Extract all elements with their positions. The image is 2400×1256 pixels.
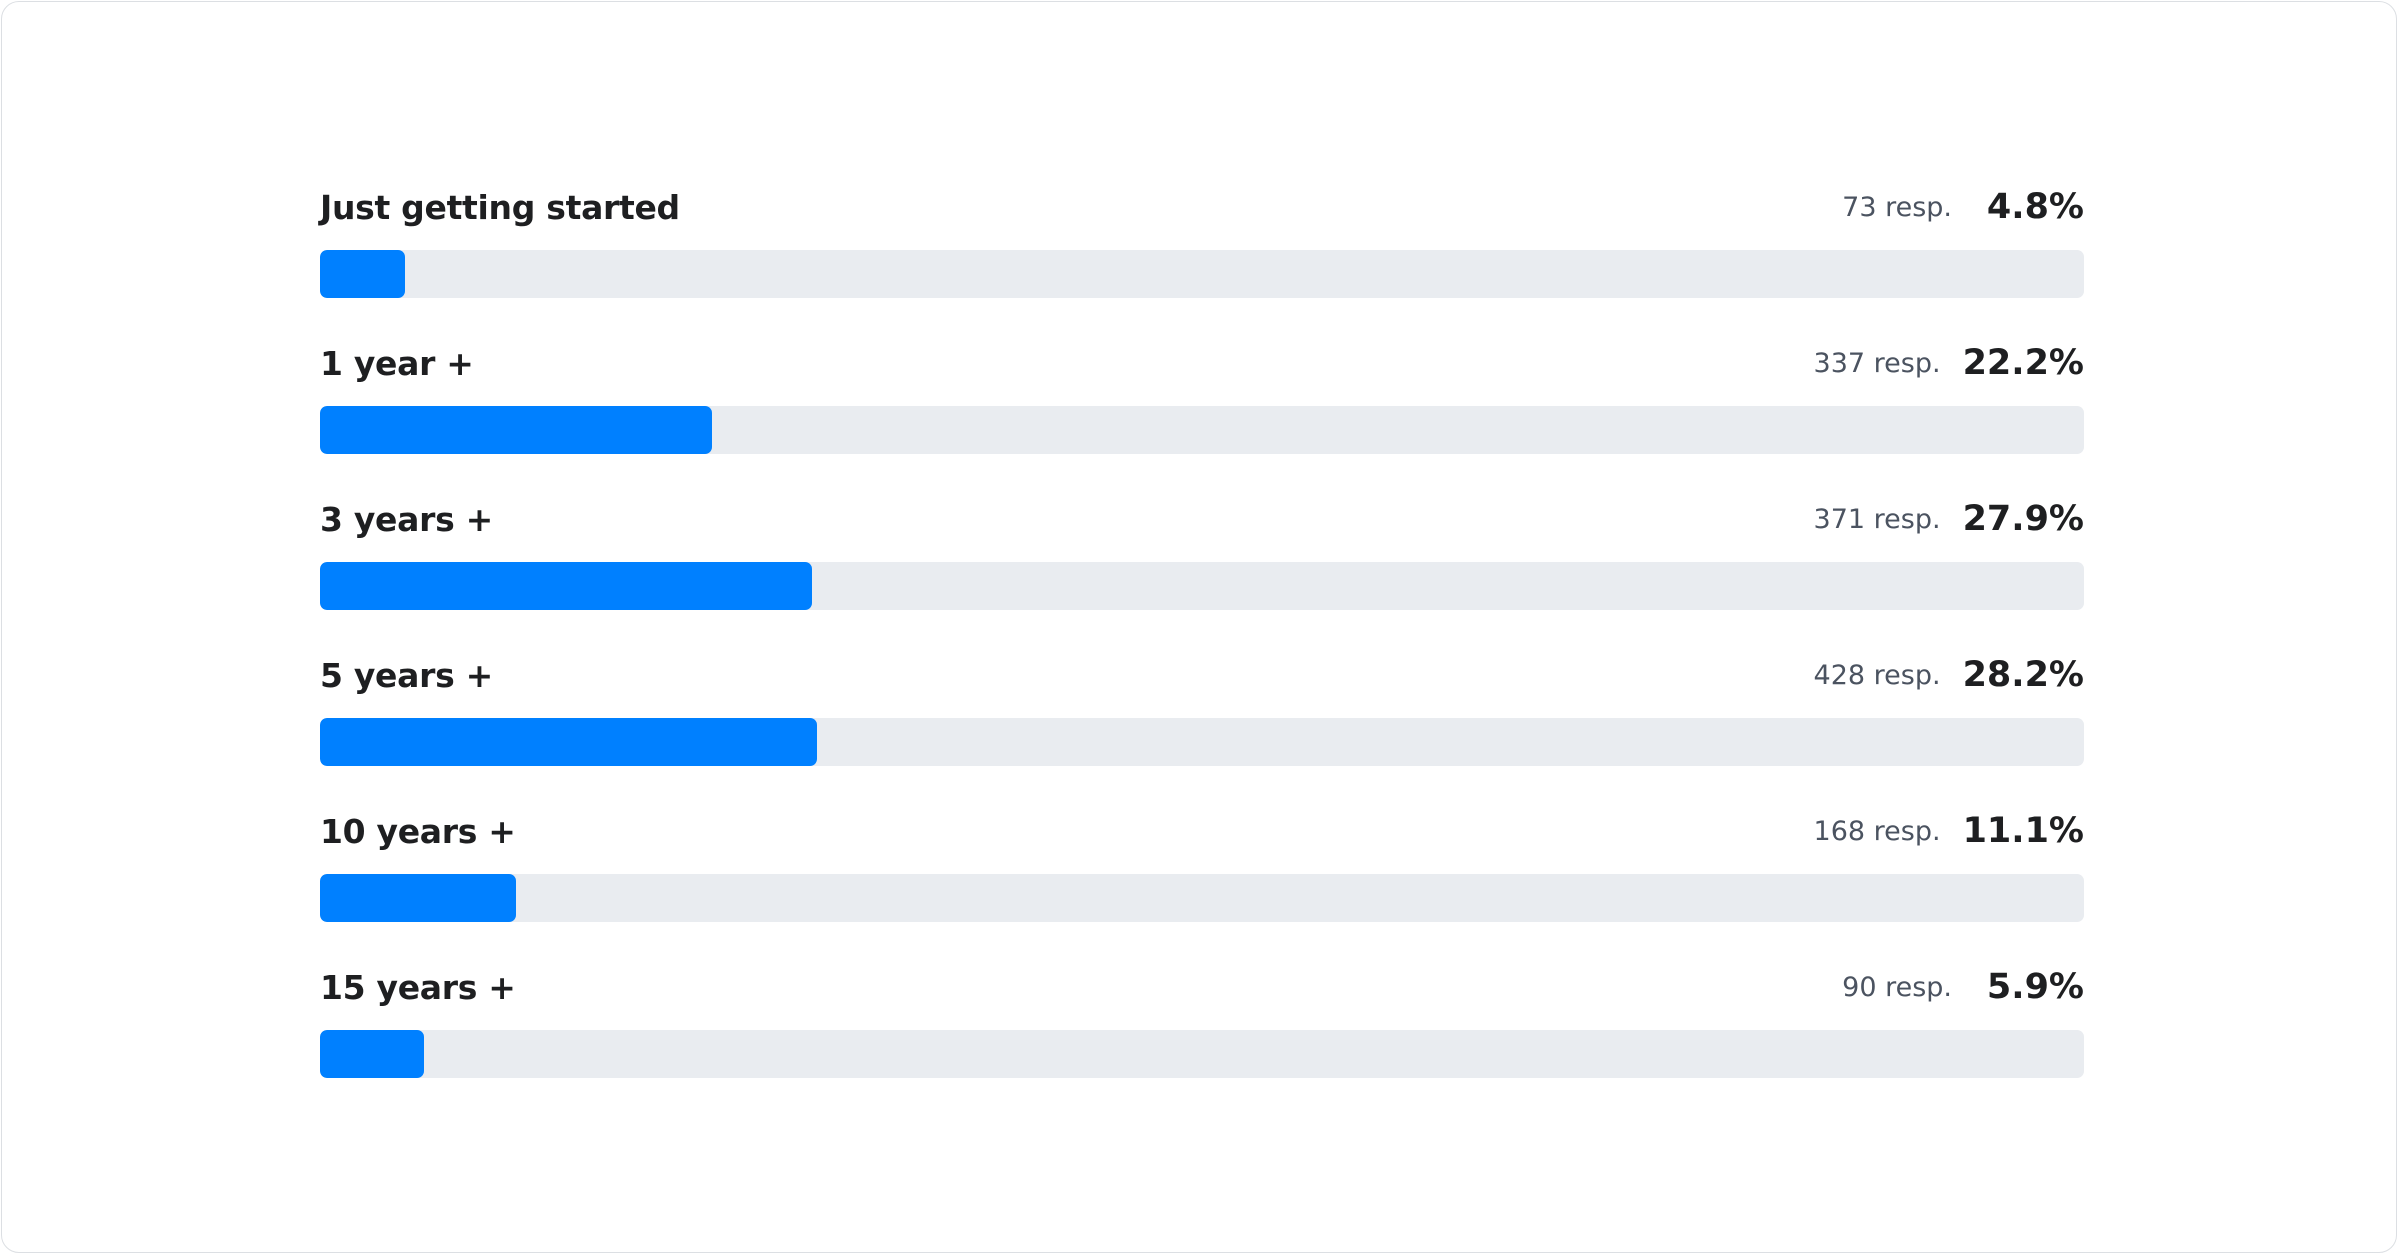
bar-fill [320,562,813,610]
bar-row: 15 years + 90 resp. 5.9% [320,952,2084,1108]
response-count: 168 resp. [1813,815,1941,847]
category-label: 3 years + [320,499,493,539]
category-label: Just getting started [320,187,680,227]
category-label: 10 years + [320,811,516,851]
bar-track [320,406,2084,454]
category-label: 1 year + [320,343,474,383]
category-label: 5 years + [320,655,493,695]
bar-track [320,874,2084,922]
bar-track [320,1030,2084,1078]
percent-label: 27.9% [1962,499,2084,539]
response-count: 428 resp. [1813,659,1941,691]
percent-label: 28.2% [1962,655,2084,695]
bar-fill [320,874,516,922]
bar-row: 3 years + 371 resp. 27.9% [320,484,2084,640]
bar-chart: Just getting started 73 resp. 4.8% 1 yea… [320,172,2084,1108]
bar-fill [320,1030,425,1078]
row-header: 1 year + 337 resp. 22.2% [320,328,2084,398]
bar-fill [320,406,712,454]
bar-track [320,718,2084,766]
bar-row: 5 years + 428 resp. 28.2% [320,640,2084,796]
category-label: 15 years + [320,967,516,1007]
response-count: 371 resp. [1813,503,1941,535]
bar-row: 1 year + 337 resp. 22.2% [320,328,2084,484]
bar-fill [320,718,818,766]
bar-fill [320,250,405,298]
row-header: Just getting started 73 resp. 4.8% [320,172,2084,242]
row-header: 10 years + 168 resp. 11.1% [320,796,2084,866]
response-count: 337 resp. [1813,347,1941,379]
percent-label: 4.8% [1986,187,2084,227]
response-count: 90 resp. [1842,971,1952,1003]
row-header: 15 years + 90 resp. 5.9% [320,952,2084,1022]
percent-label: 11.1% [1962,811,2084,851]
bar-track [320,562,2084,610]
bar-row: 10 years + 168 resp. 11.1% [320,796,2084,952]
response-count: 73 resp. [1842,191,1952,223]
row-header: 3 years + 371 resp. 27.9% [320,484,2084,554]
bar-row: Just getting started 73 resp. 4.8% [320,172,2084,328]
percent-label: 5.9% [1986,967,2084,1007]
row-header: 5 years + 428 resp. 28.2% [320,640,2084,710]
percent-label: 22.2% [1962,343,2084,383]
bar-track [320,250,2084,298]
